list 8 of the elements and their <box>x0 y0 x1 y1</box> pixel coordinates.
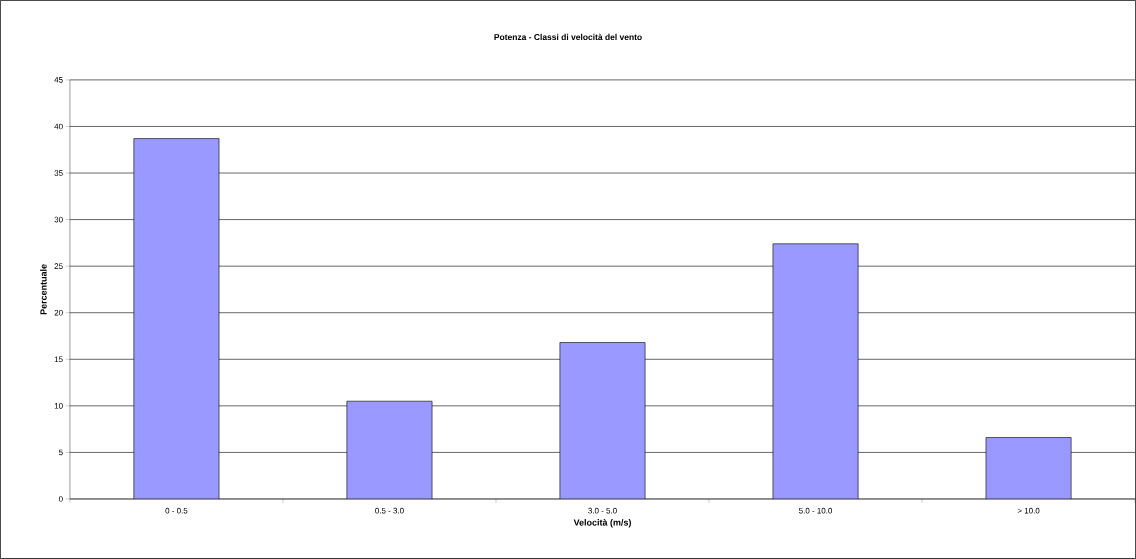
x-axis-title: Velocità (m/s) <box>573 519 631 528</box>
bar <box>346 400 433 500</box>
bar <box>559 342 646 500</box>
chart-title: Potenza - Classi di velocità del vento <box>494 33 642 41</box>
bar <box>133 138 220 500</box>
y-axis-title: Percentuale <box>40 264 47 315</box>
bar <box>985 437 1072 500</box>
bar <box>772 243 859 500</box>
